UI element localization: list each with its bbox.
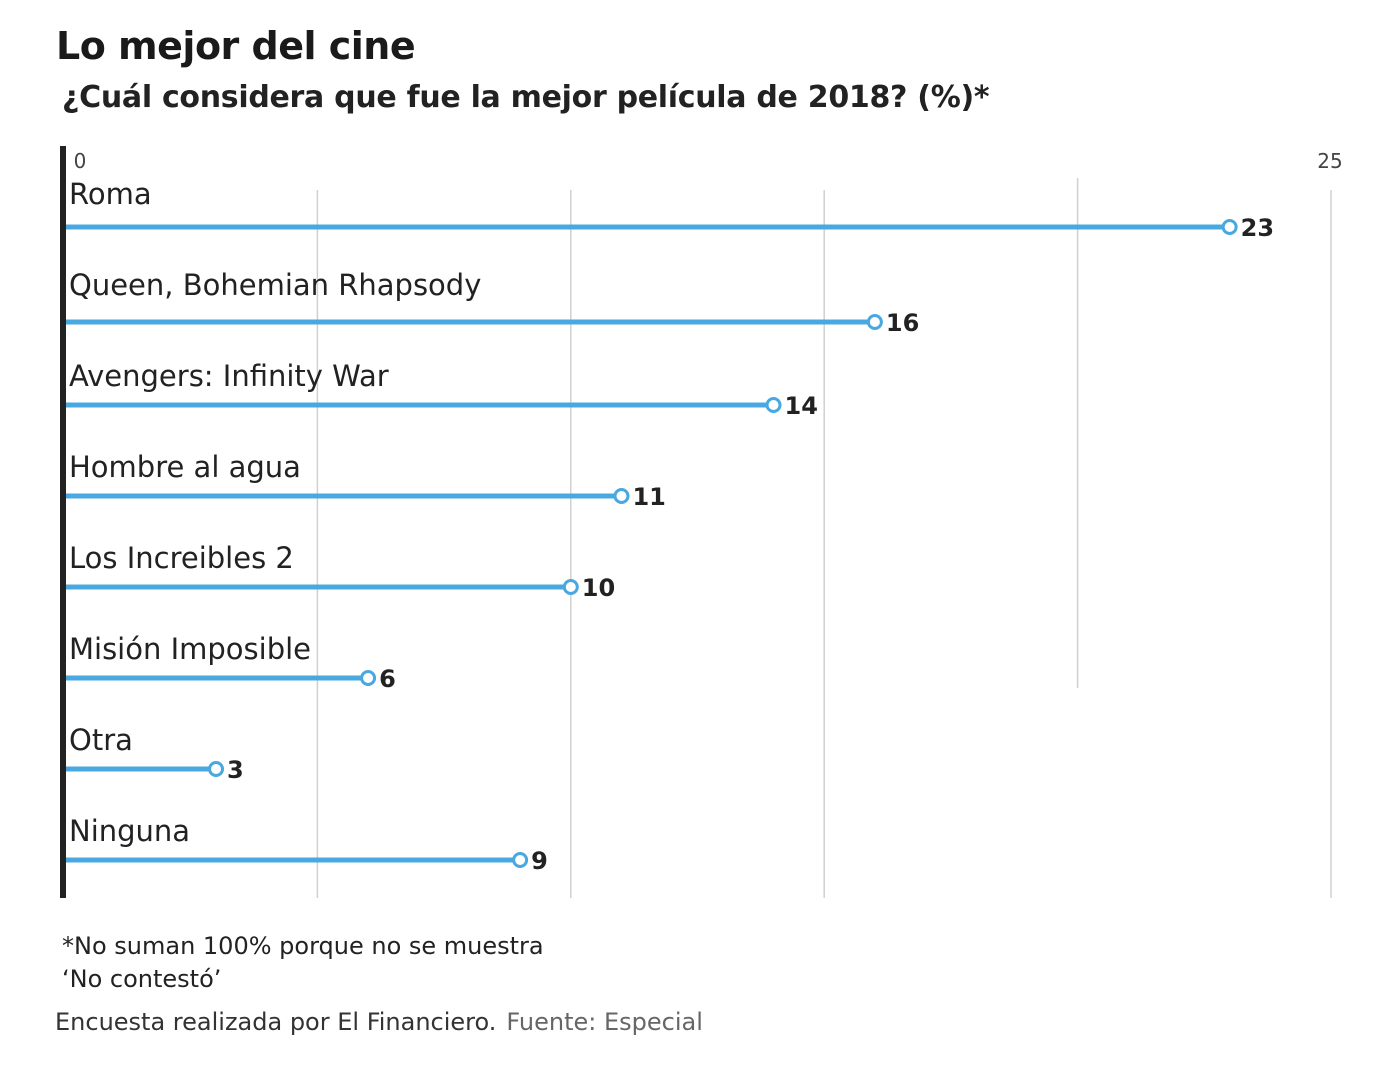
category-labels: Roma Queen, Bohemian Rhapsody Avengers: In…	[69, 177, 481, 848]
category-label: Roma	[69, 177, 152, 211]
data-label: 23	[1241, 214, 1274, 242]
data-label: 3	[227, 756, 244, 784]
category-label: Misión Imposible	[69, 632, 311, 666]
bar-end-point	[765, 397, 782, 413]
category-label: Otra	[69, 723, 133, 757]
bar-end-point	[360, 670, 377, 686]
category-label: Avengers: Infinity War	[69, 359, 389, 393]
category-label: Hombre al agua	[69, 450, 301, 484]
y-axis-line	[60, 146, 66, 898]
source-main: Encuesta realizada por El Financiero.	[55, 1008, 497, 1036]
bar-end-point	[1221, 219, 1238, 235]
data-label: 10	[582, 574, 615, 602]
chart-subtitle: ¿Cuál considera que fue la mejor películ…	[62, 80, 990, 115]
bars: 23 16 14 11 10 6 3 9	[64, 214, 1274, 875]
grid-lines	[316, 178, 1332, 898]
category-label: Ninguna	[69, 814, 190, 848]
chart-title: Lo mejor del cine	[56, 24, 416, 68]
data-label: 11	[632, 483, 665, 511]
bar-end-point	[208, 761, 225, 777]
footnote-line-1: *No suman 100% porque no se muestra	[62, 932, 544, 960]
source-line: Encuesta realizada por El Financiero. Fue…	[55, 1008, 703, 1036]
data-label: 6	[379, 665, 396, 693]
data-label: 16	[886, 309, 919, 337]
bar-end-point	[866, 314, 883, 330]
source-tag: Fuente: Especial	[506, 1008, 703, 1036]
bar-end-point	[562, 579, 579, 595]
category-label: Los Increibles 2	[69, 541, 294, 575]
x-tick-label-max: 25	[1317, 149, 1342, 173]
footnote: *No suman 100% porque no se muestra ‘No …	[62, 930, 544, 996]
bar-end-point	[512, 852, 529, 868]
bar-end-point	[613, 488, 630, 504]
footnote-line-2: ‘No contestó’	[62, 965, 222, 993]
category-label: Queen, Bohemian Rhapsody	[69, 268, 481, 302]
x-tick-label-min: 0	[74, 149, 87, 173]
data-label: 9	[531, 847, 548, 875]
data-label: 14	[785, 392, 818, 420]
